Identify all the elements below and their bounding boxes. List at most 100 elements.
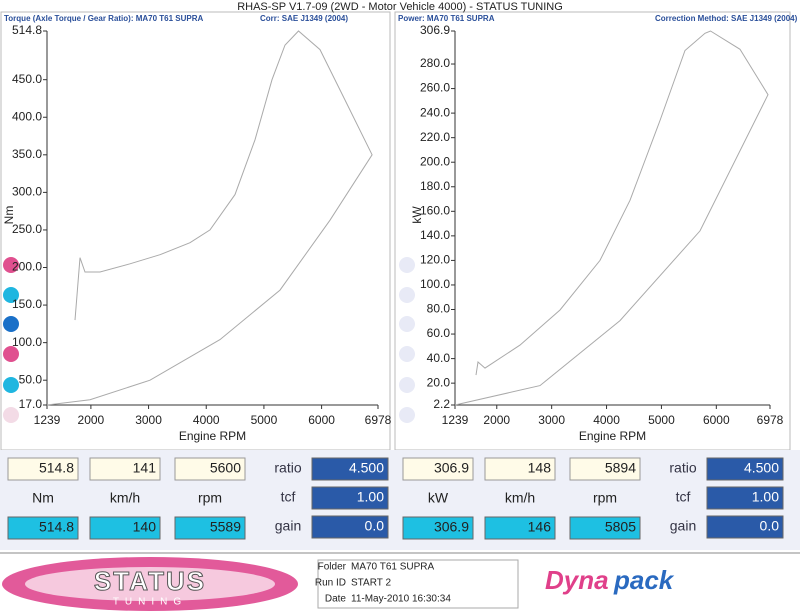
unit-label: kW	[428, 490, 449, 506]
max-box	[89, 457, 161, 481]
y-tick-label: 140.0	[420, 228, 450, 242]
param-box	[706, 457, 784, 481]
y-tick-label: 220.0	[420, 130, 450, 144]
max-value: 148	[528, 460, 552, 476]
dot	[399, 407, 415, 423]
max-box	[7, 457, 79, 481]
param-value: 0.0	[365, 518, 385, 534]
current-value: 306.9	[434, 519, 469, 535]
dot	[399, 257, 415, 273]
max-value: 514.8	[39, 460, 74, 476]
dot	[3, 346, 19, 362]
x-tick-label: 5000	[251, 413, 278, 427]
current-box	[569, 516, 641, 540]
y-axis-label: Nm	[2, 206, 16, 225]
y-tick-label: 514.8	[12, 23, 42, 37]
y-tick-label: 250.0	[12, 222, 42, 236]
y-tick-label: 100.0	[420, 277, 450, 291]
logo-left-inner	[25, 567, 275, 601]
param-label: gain	[275, 518, 301, 534]
y-tick-label: 350.0	[12, 147, 42, 161]
dot	[3, 287, 19, 303]
y-tick-label: 160.0	[420, 203, 450, 217]
dot	[3, 377, 19, 393]
current-box	[174, 516, 246, 540]
param-box	[706, 486, 784, 510]
current-value: 514.8	[39, 519, 74, 535]
dot	[3, 257, 19, 273]
y-axis-label: kW	[410, 206, 424, 224]
x-axis-label: Engine RPM	[579, 429, 646, 443]
x-tick-label: 6978	[365, 413, 392, 427]
param-label: tcf	[676, 489, 691, 505]
y-tick-label: 40.0	[427, 351, 451, 365]
param-label: tcf	[281, 489, 296, 505]
x-tick-label: 1239	[34, 413, 61, 427]
left-panel	[0, 11, 391, 451]
dot	[3, 407, 19, 423]
unit-label: rpm	[593, 490, 617, 506]
right-panel	[394, 11, 791, 451]
data-line	[46, 30, 373, 406]
current-value: 146	[528, 519, 552, 535]
param-label: ratio	[669, 460, 696, 476]
y-tick-label: 240.0	[420, 105, 450, 119]
x-tick-label: 5000	[648, 413, 675, 427]
param-box	[706, 515, 784, 539]
y-tick-label: 200.0	[420, 154, 450, 168]
dot	[399, 287, 415, 303]
y-tick-label: 260.0	[420, 81, 450, 95]
param-value: 1.00	[752, 489, 779, 505]
footer-box	[317, 559, 519, 609]
y-tick-label: 2.2	[433, 397, 450, 411]
dot	[399, 316, 415, 332]
y-tick-label: 20.0	[427, 375, 451, 389]
chart-subtitle: Corr: SAE J1349 (2004)	[260, 14, 348, 23]
y-tick-label: 400.0	[12, 109, 42, 123]
max-box	[402, 457, 474, 481]
x-tick-label: 3000	[135, 413, 162, 427]
dot	[399, 377, 415, 393]
max-box	[174, 457, 246, 481]
field-label: Run ID	[315, 578, 346, 589]
dot	[399, 346, 415, 362]
current-box	[89, 516, 161, 540]
unit-label: rpm	[198, 490, 222, 506]
x-tick-label: 6000	[308, 413, 335, 427]
x-axis-label: Engine RPM	[179, 429, 246, 443]
current-value: 5589	[210, 519, 241, 535]
field-value: 11-May-2010 16:30:34	[351, 594, 451, 605]
current-value: 140	[133, 519, 157, 535]
logo-right-b: pack	[613, 565, 675, 595]
field-label: Folder	[318, 562, 347, 573]
y-tick-label: 180.0	[420, 179, 450, 193]
y-tick-label: 80.0	[427, 302, 451, 316]
max-value: 306.9	[434, 460, 469, 476]
y-tick-label: 100.0	[12, 335, 42, 349]
param-value: 4.500	[349, 460, 384, 476]
chart-title: Power: MA70 T61 SUPRA	[398, 14, 495, 23]
page-title: RHAS-SP V1.7-09 (2WD - Motor Vehicle 400…	[237, 1, 563, 13]
param-box	[311, 515, 389, 539]
y-tick-label: 306.9	[420, 23, 450, 37]
max-value: 5600	[210, 460, 241, 476]
field-value: MA70 T61 SUPRA	[351, 562, 435, 573]
param-label: ratio	[274, 460, 301, 476]
max-box	[484, 457, 556, 481]
chart-title: Torque (Axle Torque / Gear Ratio): MA70 …	[4, 14, 204, 23]
y-tick-label: 50.0	[19, 372, 43, 386]
x-tick-label: 2000	[78, 413, 105, 427]
x-tick-label: 4000	[593, 413, 620, 427]
max-value: 5894	[605, 460, 636, 476]
current-box	[7, 516, 79, 540]
max-value: 141	[133, 460, 157, 476]
x-tick-label: 1239	[442, 413, 469, 427]
x-tick-label: 3000	[538, 413, 565, 427]
param-value: 4.500	[744, 460, 779, 476]
param-box	[311, 457, 389, 481]
current-box	[484, 516, 556, 540]
chart-subtitle: Correction Method: SAE J1349 (2004)	[655, 14, 798, 23]
y-tick-label: 450.0	[12, 72, 42, 86]
data-line	[454, 30, 769, 406]
